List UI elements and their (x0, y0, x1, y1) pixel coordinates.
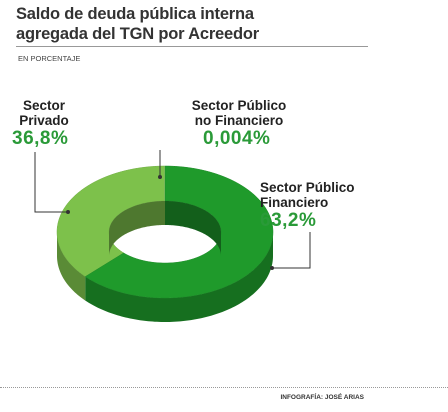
subtitle: EN PORCENTAJE (18, 54, 81, 63)
slice-name: Sector Público no Financiero (191, 98, 287, 128)
slice-label: 0,004% (203, 128, 271, 149)
slice-label: 63,2% (260, 210, 317, 231)
leader-line (34, 152, 68, 213)
leader-dot (158, 175, 162, 179)
chart-title: Saldo de deuda pública interna agregada … (16, 5, 259, 43)
slice-label: 36,8% (12, 128, 69, 149)
source: INFOGRAFÍA: JOSÉ ARIAS (280, 394, 364, 401)
slice-side (57, 232, 86, 301)
slice-name: Sector Privado (19, 98, 69, 128)
title-rule (16, 46, 368, 47)
slice-top (84, 165, 274, 299)
leader-line (272, 232, 311, 269)
slice-inner (165, 201, 221, 256)
slice-side (85, 232, 273, 322)
footer-rule (0, 387, 448, 388)
donut (56, 165, 274, 322)
slice-name: Sector Público Financiero (260, 180, 355, 210)
leader-dot (270, 266, 274, 270)
slice (56, 165, 166, 301)
slice (84, 165, 274, 322)
slice-inner (109, 201, 165, 256)
leader-dot (66, 210, 70, 214)
